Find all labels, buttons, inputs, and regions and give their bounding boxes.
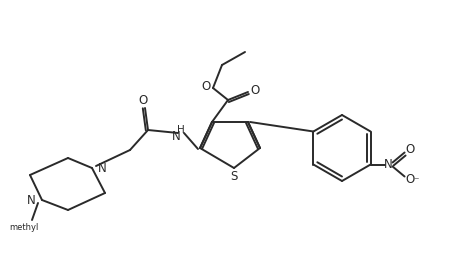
Text: O: O: [405, 143, 414, 156]
Text: S: S: [230, 170, 237, 183]
Text: N: N: [384, 158, 393, 171]
Text: H: H: [177, 125, 185, 135]
Text: ⁻: ⁻: [413, 177, 419, 187]
Text: O: O: [405, 173, 414, 186]
Text: N: N: [172, 130, 181, 142]
Text: methyl: methyl: [9, 223, 39, 232]
Text: O: O: [201, 79, 210, 93]
Text: N: N: [98, 161, 107, 175]
Text: O: O: [138, 94, 147, 106]
Text: O: O: [250, 84, 260, 96]
Text: N: N: [27, 194, 36, 207]
